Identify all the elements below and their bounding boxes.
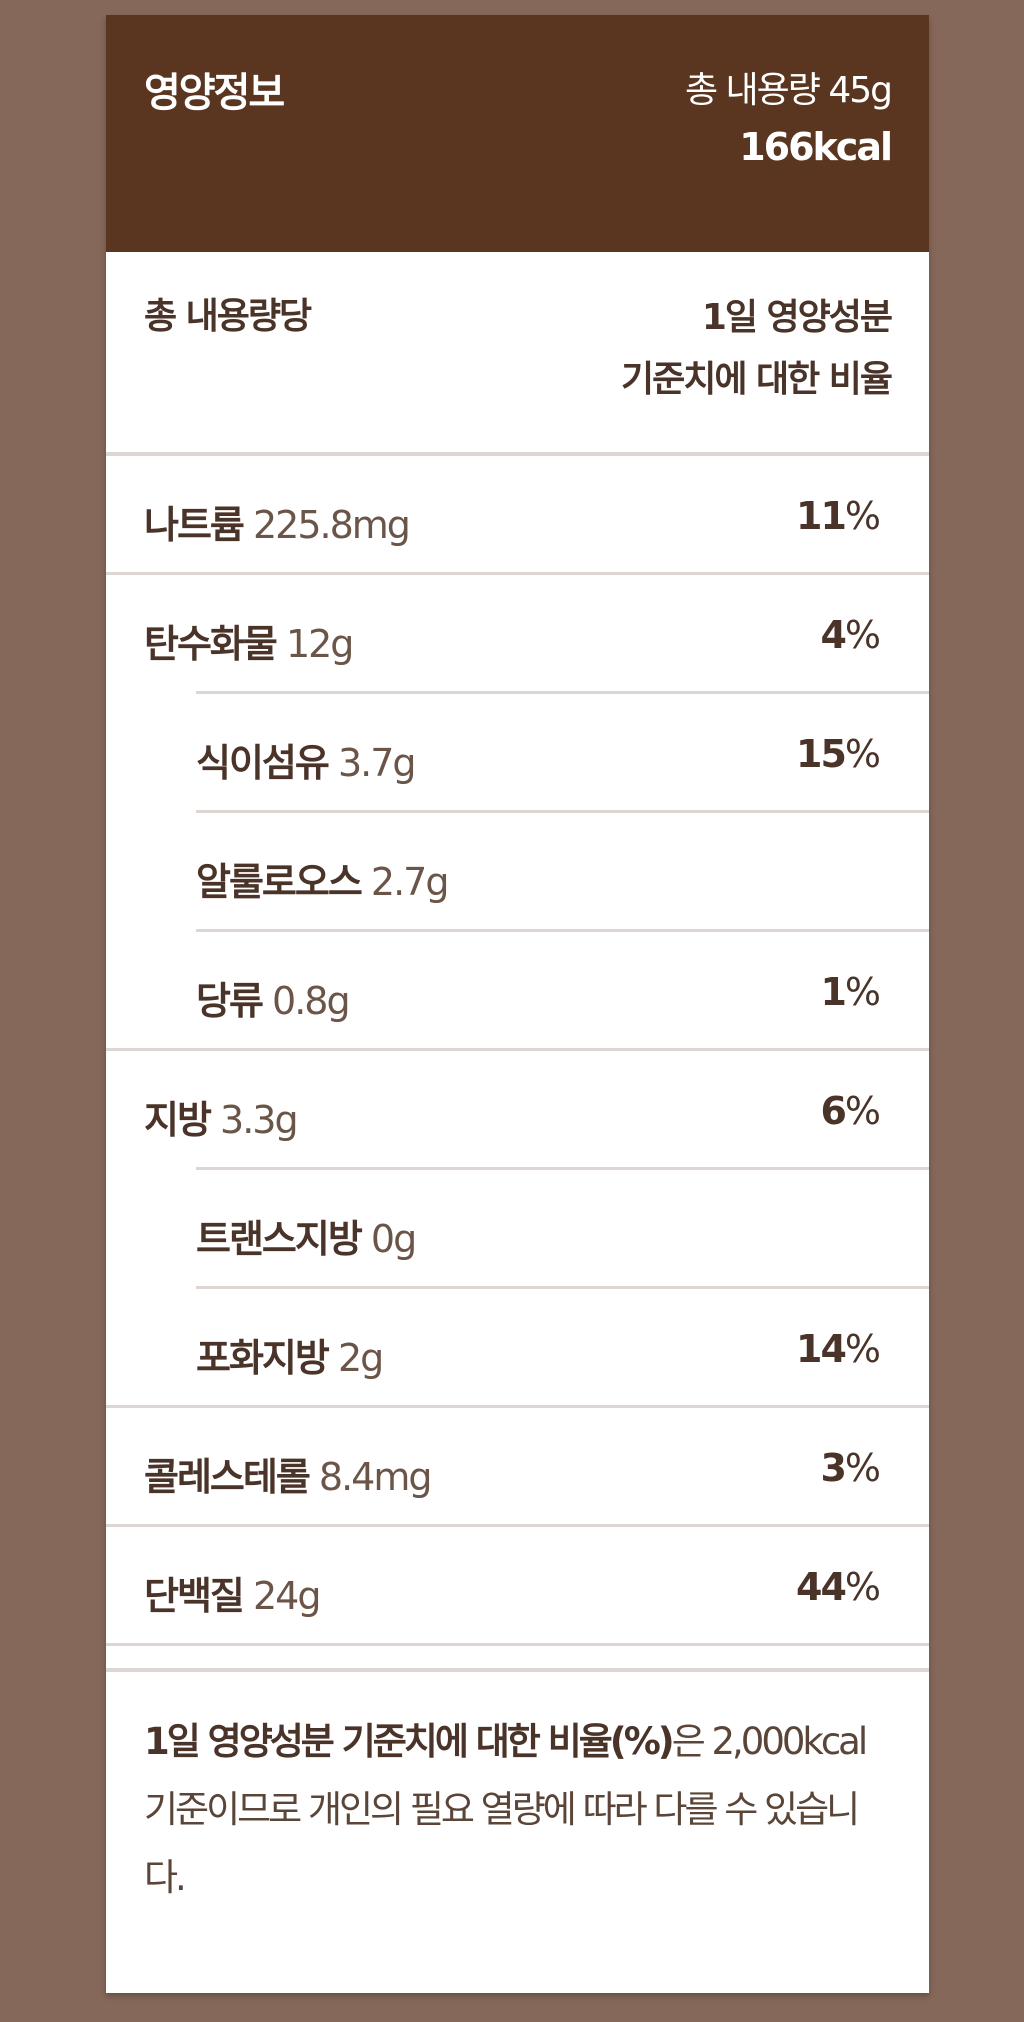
row-divider [106, 1405, 929, 1408]
nutrient-name: 포화지방 [196, 1336, 330, 1380]
daily-value-label-1: 1일 영양성분 [701, 297, 893, 338]
footnote-bold: 1일 영양성분 기준치에 대한 비율(%) [144, 1720, 675, 1763]
label-title: 영양정보 [144, 70, 285, 116]
nutrient-amount: 3.7g [337, 741, 417, 785]
nutrient-percent: 15% [796, 732, 881, 776]
row-divider [106, 1643, 929, 1646]
calories: 166kcal [739, 125, 893, 169]
nutrient-row: 당류 0.8g 1% [106, 932, 929, 1051]
label-header: 영양정보 총 내용량 45g 166kcal [106, 15, 929, 252]
nutrient-amount: 12g [285, 622, 354, 666]
row-divider [196, 810, 929, 813]
nutrient-amount: 2.7g [370, 860, 450, 904]
row-divider [106, 1524, 929, 1527]
nutrient-amount: 24g [252, 1574, 321, 1618]
nutrient-percent: 14% [796, 1327, 881, 1371]
nutrient-name: 탄수화물 [144, 622, 278, 666]
per-total-label: 총 내용량당 [144, 296, 312, 337]
column-header: 총 내용량당 1일 영양성분 기준치에 대한 비율 [106, 252, 929, 456]
nutrient-amount: 0.8g [272, 979, 351, 1023]
nutrient-row: 알룰로오스 2.7g [106, 813, 929, 932]
nutrient-name: 트랜스지방 [196, 1217, 363, 1261]
nutrient-row: 단백질 24g 44% [106, 1527, 929, 1646]
nutrient-amount: 3.3g [220, 1098, 299, 1142]
row-divider [106, 1048, 929, 1051]
daily-value-label-2: 기준치에 대한 비율 [620, 359, 893, 400]
nutrient-name: 지방 [144, 1098, 212, 1142]
nutrient-amount: 8.4mg [318, 1455, 433, 1499]
nutrient-row: 트랜스지방 0g [106, 1170, 929, 1289]
footnote-text: 은 2,000kcal 기준이므로 개인의 필요 열량에 따라 다를 수 있습니… [144, 1720, 868, 1899]
nutrient-row: 콜레스테롤 8.4mg 3% [106, 1408, 929, 1527]
nutrient-amount: 225.8mg [252, 503, 411, 547]
nutrient-name: 콜레스테롤 [144, 1455, 311, 1499]
nutrient-amount: 0g [370, 1217, 417, 1261]
total-content: 총 내용량 45g [684, 70, 893, 111]
row-divider [106, 572, 929, 575]
row-divider [196, 1167, 929, 1170]
nutrient-percent: 44% [796, 1565, 881, 1609]
nutrient-name: 알룰로오스 [196, 860, 363, 904]
nutrient-percent: 11% [796, 494, 881, 538]
footnote: 1일 영양성분 기준치에 대한 비율(%)은 2,000kcal 기준이므로 개… [106, 1668, 929, 1993]
row-divider [196, 691, 929, 694]
nutrient-percent: 1% [820, 970, 881, 1014]
nutrient-percent: 3% [820, 1446, 881, 1490]
nutrient-name: 나트륨 [144, 503, 245, 547]
nutrient-rows: 나트륨 225.8mg 11% 탄수화물 12g 4% 식이섬유 3.7g 15% 알룰로오… [106, 456, 929, 1646]
nutrient-name: 식이섬유 [196, 741, 330, 785]
nutrient-name: 당류 [196, 979, 264, 1023]
nutrient-amount: 2g [337, 1336, 384, 1380]
nutrient-percent: 6% [820, 1089, 881, 1133]
nutrient-name: 단백질 [144, 1574, 245, 1618]
nutrition-facts-label: 영양정보 총 내용량 45g 166kcal 총 내용량당 1일 영양성분 기준… [106, 15, 929, 1993]
nutrient-row: 탄수화물 12g 4% [106, 575, 929, 694]
nutrient-row: 나트륨 225.8mg 11% [106, 456, 929, 575]
nutrient-row: 식이섬유 3.7g 15% [106, 694, 929, 813]
row-divider [196, 929, 929, 932]
nutrient-row: 포화지방 2g 14% [106, 1289, 929, 1408]
row-divider [196, 1286, 929, 1289]
nutrient-percent: 4% [820, 613, 881, 657]
nutrient-row: 지방 3.3g 6% [106, 1051, 929, 1170]
